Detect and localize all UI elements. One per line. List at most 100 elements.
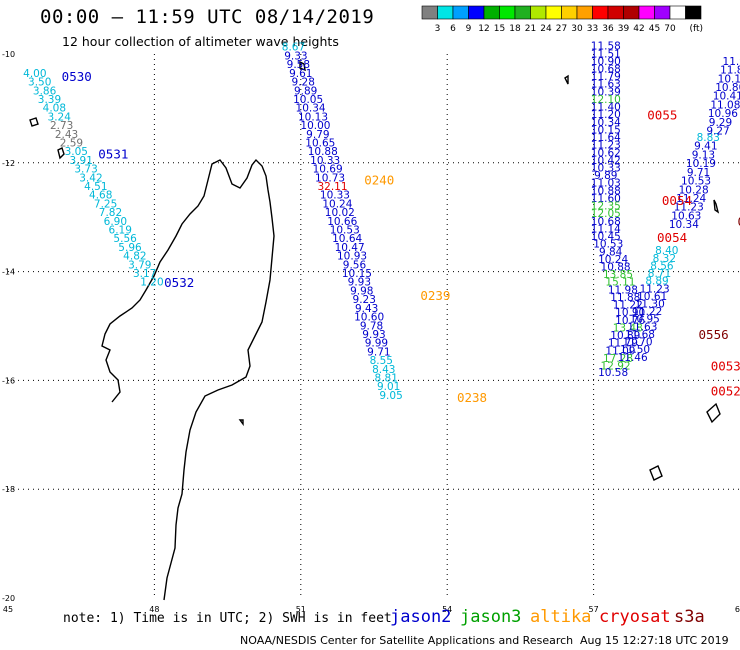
- wave-height-value: 10.42: [591, 155, 621, 167]
- longitude-label: 57: [589, 605, 599, 614]
- wave-height-value: 4.00: [23, 68, 46, 80]
- longitude-label: 48: [149, 605, 159, 614]
- color-scale-label: 9: [466, 24, 472, 34]
- wave-height-value: 11.23: [674, 202, 704, 214]
- longitude-label: 60: [735, 605, 740, 614]
- wave-height-value: 10.34: [591, 117, 621, 129]
- wave-height-value: 4.68: [89, 190, 112, 202]
- latitude-label: -18: [2, 485, 15, 494]
- pass-time-label: 0052: [711, 384, 740, 399]
- wave-height-value: 9.27: [706, 126, 729, 138]
- wave-height-value: 9.13: [692, 149, 715, 161]
- wave-height-value: 10.24: [598, 254, 628, 266]
- color-scale-legend: 3 6 9 12 15 18 21 24 27 30 33 36 39 42 45 70 (ft): [421, 5, 704, 34]
- wave-height-value: 17.28: [603, 353, 633, 365]
- wave-height-value: 10.02: [325, 207, 355, 219]
- wave-height-value: 10.33: [320, 190, 350, 202]
- wave-height-value: 10.90: [615, 307, 645, 319]
- pass-time-label: 0239: [420, 288, 450, 303]
- wave-height-value: 10.60: [354, 312, 384, 324]
- wave-height-value: 9.29: [709, 117, 732, 129]
- legend-jason2: jason2: [390, 607, 452, 627]
- wave-height-value: 3.86: [33, 85, 57, 97]
- wave-height-value: 9.56: [343, 259, 367, 271]
- axis-labels: 45 48 51 54 57 60 -10 -12 -14 -16 -18 -20: [2, 50, 740, 614]
- wave-height-value: 10.41: [713, 91, 740, 103]
- wave-height-value: 3.39: [38, 94, 61, 106]
- wave-height-value: 11.23: [591, 140, 621, 152]
- wave-height-value: 9.99: [365, 338, 388, 350]
- wave-height-value: 10.62: [591, 147, 621, 159]
- wave-height-value: 3.24: [48, 111, 72, 123]
- wave-height-value: 11.63: [591, 79, 621, 91]
- footer-note: note: 1) Time is in UTC; 2) SWH is in fe…: [63, 611, 392, 626]
- color-scale-label: 70: [664, 24, 676, 34]
- wave-height-value: 11.51: [591, 48, 621, 60]
- reunion-coastline: [649, 465, 663, 481]
- wave-height-value: 9.84: [599, 246, 623, 258]
- wave-height-value: 9.43: [355, 303, 378, 315]
- color-scale-label: 12: [478, 24, 489, 34]
- wave-height-value: 3.73: [74, 164, 97, 176]
- wave-height-value: 10.33: [310, 155, 340, 167]
- pass-time-label: 0532: [164, 275, 194, 290]
- longitude-label: 45: [3, 605, 13, 614]
- wave-height-value: 8.55: [370, 355, 393, 367]
- wave-height-value: 4.08: [43, 103, 66, 115]
- wave-height-value: 3.42: [79, 172, 102, 184]
- wave-height-value: 1.20: [140, 277, 163, 289]
- pass-time-label: 0240: [364, 173, 394, 188]
- pass-time-label: 0556: [699, 327, 729, 342]
- wave-height-value: 9.89: [594, 170, 617, 182]
- wave-height-value: 3.50: [28, 77, 51, 89]
- color-scale-label: 45: [649, 24, 660, 34]
- wave-height-value: 8.56: [650, 260, 674, 272]
- wave-height-value: 10.34: [296, 103, 326, 115]
- wave-height-value: 11.03: [591, 178, 621, 190]
- wave-height-value: 10.47: [335, 242, 365, 254]
- map-subtitle: 12 hour collection of altimeter wave hei…: [62, 34, 339, 49]
- color-scale-unit: (ft): [690, 24, 704, 34]
- wave-height-value: 5.96: [118, 242, 142, 254]
- wave-height-value: 11.79: [591, 71, 621, 83]
- wave-height-value: 11.30: [635, 299, 665, 311]
- wave-height-value: 10.11: [718, 73, 740, 85]
- coastline: [29, 60, 721, 601]
- wave-height-value: 9.05: [379, 390, 402, 402]
- wave-height-value: 10.15: [591, 124, 621, 136]
- wave-height-value: 11.70: [622, 337, 652, 349]
- wave-height-value: 11.99: [723, 56, 740, 68]
- wave-height-value: 13.85: [603, 269, 633, 281]
- wave-height-value: 10.19: [686, 158, 716, 170]
- color-scale-label: 42: [633, 24, 644, 34]
- pass-time-label: 0531: [98, 146, 128, 161]
- wave-height-value: 2.59: [60, 137, 83, 149]
- comoros-coastline: [29, 117, 39, 127]
- wave-height-value: 11.24: [676, 193, 706, 205]
- wave-height-value: 8.83: [697, 132, 720, 144]
- color-swatch: [685, 5, 702, 20]
- wave-height-value: 10.53: [330, 225, 360, 237]
- pass-time-labels: 0530 0531 0532 0240 0239 0238 0055 0054 0054 0556…: [62, 69, 740, 405]
- wave-height-value: 10.88: [308, 146, 338, 158]
- wave-height-value: 11.58: [591, 41, 621, 53]
- color-scale-label: 18: [509, 24, 521, 34]
- color-scale-label: 39: [618, 24, 630, 34]
- map-title: 00:00 – 11:59 UTC 08/14/2019: [40, 6, 375, 28]
- wave-height-value: 9.61: [289, 68, 312, 80]
- wave-height-value: 10.34: [669, 219, 699, 231]
- wave-height-value: 8.89: [645, 276, 668, 288]
- pass-time-label: 0054: [657, 230, 687, 245]
- wave-height-value: 9.41: [694, 141, 717, 153]
- wave-height-value: 15.11: [605, 277, 635, 289]
- generated-timestamp: Aug 15 12:27:18 UTC 2019: [580, 634, 729, 647]
- wave-height-value: 7.25: [94, 198, 117, 210]
- wave-height-value: 9.33: [284, 50, 307, 62]
- cargados-coastline: [713, 199, 720, 214]
- latitude-label: -10: [2, 50, 15, 59]
- agalega-coastline: [564, 74, 569, 85]
- wave-height-value: 11.60: [591, 193, 621, 205]
- wave-height-value: 11.68: [625, 329, 655, 341]
- color-scale-label: 27: [556, 24, 567, 34]
